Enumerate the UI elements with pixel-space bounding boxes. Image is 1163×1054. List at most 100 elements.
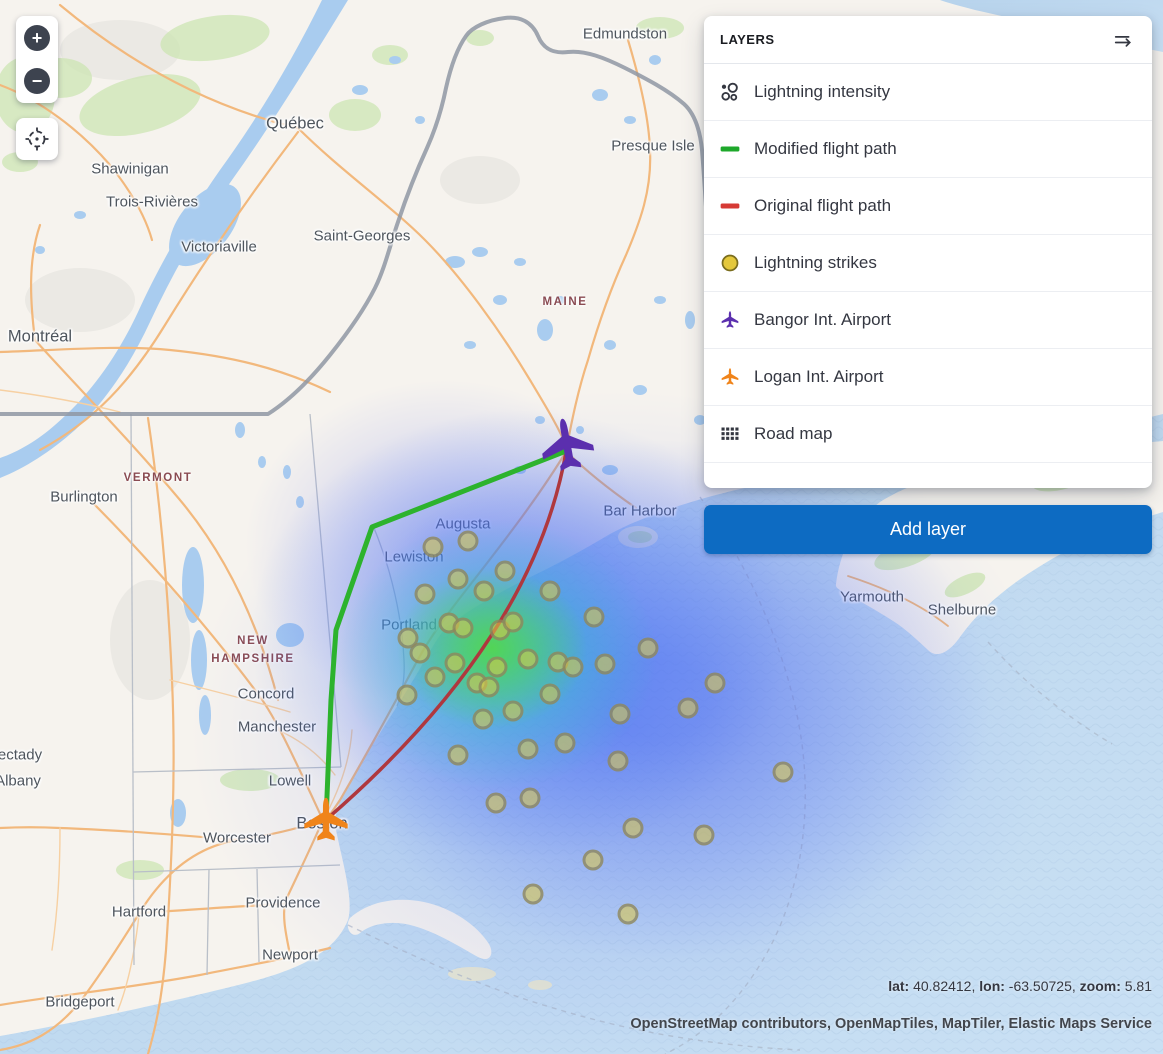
map-label-trois-rivi-res: Trois-Rivières: [106, 193, 198, 211]
plane-icon: [720, 367, 740, 387]
lightning-strike-dot: [562, 656, 584, 678]
map-label-hartford: Hartford: [111, 903, 167, 921]
lightning-strike-dot: [473, 580, 495, 602]
zoom-out-button[interactable]: −: [24, 68, 50, 94]
lightning-strike-dot: [554, 732, 576, 754]
heatmap-icon: [720, 82, 740, 102]
layers-panel-title: LAYERS: [720, 32, 775, 47]
layer-item-label: Bangor Int. Airport: [754, 310, 892, 329]
layer-item-label: Lightning intensity: [754, 82, 891, 101]
lightning-strike-dot: [452, 617, 474, 639]
lightning-strike-dot: [409, 642, 431, 664]
lightning-strike-dot: [517, 738, 539, 760]
lightning-strike-dot: [594, 653, 616, 675]
layer-item-label: Modified flight path: [754, 139, 897, 158]
map-label-vermont: VERMONT: [123, 472, 193, 485]
layer-item-logan-int-airport[interactable]: Logan Int. Airport: [704, 349, 1152, 406]
lightning-strike-dot: [422, 536, 444, 558]
lightning-strike-dot: [637, 637, 659, 659]
lightning-strike-dot: [396, 684, 418, 706]
lightning-strike-dot: [502, 611, 524, 633]
lightning-strike-dot: [457, 530, 479, 552]
map-label-yarmouth: Yarmouth: [840, 588, 904, 606]
circle-swatch: [720, 253, 740, 273]
layer-item-lightning-intensity[interactable]: Lightning intensity: [704, 64, 1152, 121]
map-attribution[interactable]: OpenStreetMap contributors, OpenMapTiles…: [630, 1016, 1152, 1032]
lightning-strike-dot: [447, 568, 469, 590]
lightning-strike-dot: [607, 750, 629, 772]
map-label-qu-bec: Québec: [266, 114, 324, 133]
set-view-button[interactable]: [16, 118, 58, 160]
lightning-strike-dot: [539, 683, 561, 705]
lightning-strike-dot: [502, 700, 524, 722]
map-label-victoriaville: Victoriaville: [181, 238, 257, 256]
lightning-strike-dot: [617, 903, 639, 925]
map-label-worcester: Worcester: [202, 829, 272, 847]
lightning-strike-dot: [609, 703, 631, 725]
layer-item-lightning-strikes[interactable]: Lightning strikes: [704, 235, 1152, 292]
line-swatch: [720, 139, 740, 159]
lightning-strike-dot: [424, 666, 446, 688]
menu-right-icon: [1114, 31, 1132, 49]
layers-panel: LAYERS Lightning intensity Modified flig…: [704, 16, 1152, 488]
lightning-strike-dot: [583, 606, 605, 628]
add-layer-button[interactable]: Add layer: [704, 505, 1152, 554]
grid-icon: [720, 424, 740, 444]
map-label-bar-harbor: Bar Harbor: [603, 502, 677, 520]
lightning-strike-dot: [486, 656, 508, 678]
map-label-presque-isle: Presque Isle: [611, 137, 695, 155]
map-label-edmundston: Edmundston: [582, 25, 668, 43]
layer-list: Lightning intensity Modified flight path…: [704, 64, 1152, 463]
lightning-strike-dot: [772, 761, 794, 783]
line-swatch: [720, 196, 740, 216]
lightning-strike-dot: [414, 583, 436, 605]
lightning-strike-dot: [693, 824, 715, 846]
map-label-albany: Albany: [0, 772, 41, 790]
zoom-controls: + −: [16, 16, 58, 103]
collapse-panel-button[interactable]: [1110, 27, 1136, 53]
lightning-strike-dot: [485, 792, 507, 814]
layer-item-modified-flight-path[interactable]: Modified flight path: [704, 121, 1152, 178]
lightning-strike-dot: [478, 676, 500, 698]
lightning-strike-dot: [677, 697, 699, 719]
lightning-strike-dot: [539, 580, 561, 602]
map-label-providence: Providence: [245, 894, 321, 912]
layers-panel-footer: [704, 463, 1152, 488]
map-label-lowell: Lowell: [268, 772, 312, 790]
lightning-strike-dot: [447, 744, 469, 766]
map-label-maine: MAINE: [542, 296, 588, 309]
lightning-strike-dot: [494, 560, 516, 582]
map-label-concord: Concord: [237, 685, 295, 703]
layers-panel-header: LAYERS: [704, 16, 1152, 64]
map-label-bridgeport: Bridgeport: [45, 993, 115, 1011]
map-label-manchester: Manchester: [237, 718, 317, 736]
layer-item-original-flight-path[interactable]: Original flight path: [704, 178, 1152, 235]
layer-item-road-map[interactable]: Road map: [704, 406, 1152, 463]
airport-marker-logan-int-airport[interactable]: [300, 795, 352, 852]
airport-marker-bangor-int-airport[interactable]: [536, 415, 598, 482]
map-label-newport: Newport: [262, 946, 318, 964]
lightning-strike-dot: [472, 708, 494, 730]
plane-icon: [720, 310, 740, 330]
map-label-burlington: Burlington: [50, 488, 118, 506]
layer-item-label: Road map: [754, 424, 833, 443]
map-label-new-hampshire: NEW HAMPSHIRE: [211, 635, 295, 665]
lightning-strike-dot: [519, 787, 541, 809]
layer-item-bangor-int-airport[interactable]: Bangor Int. Airport: [704, 292, 1152, 349]
lightning-strike-dot: [622, 817, 644, 839]
layer-item-label: Lightning strikes: [754, 253, 877, 272]
map-label-augusta: Augusta: [435, 515, 491, 533]
map-label-saint-georges: Saint-Georges: [313, 227, 411, 245]
layer-item-label: Logan Int. Airport: [754, 367, 884, 386]
lightning-strike-dot: [582, 849, 604, 871]
map-label-shawinigan: Shawinigan: [91, 160, 169, 178]
map-label-shelburne: Shelburne: [927, 601, 997, 619]
lightning-strike-dot: [704, 672, 726, 694]
map-label-montr-al: Montréal: [7, 327, 73, 346]
lightning-strike-dot: [444, 652, 466, 674]
lightning-strike-dot: [517, 648, 539, 670]
zoom-in-button[interactable]: +: [24, 25, 50, 51]
map-label-ectady: ectady: [0, 746, 43, 764]
layer-item-label: Original flight path: [754, 196, 892, 215]
